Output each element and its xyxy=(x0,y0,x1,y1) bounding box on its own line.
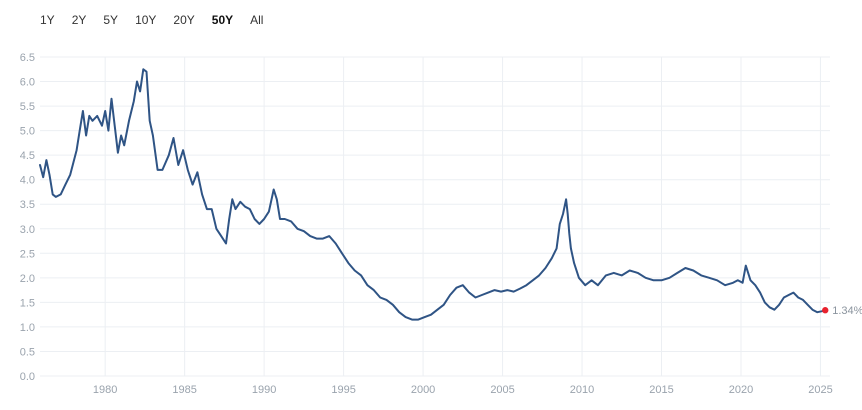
range-5y-tab[interactable]: 5Y xyxy=(103,13,119,27)
range-10y-tab[interactable]: 10Y xyxy=(135,13,157,27)
x-tick-label: 2010 xyxy=(570,384,594,396)
range-20y-tab[interactable]: 20Y xyxy=(173,13,195,27)
range-50y-tab[interactable]: 50Y xyxy=(211,13,234,27)
y-tick-label: 3.5 xyxy=(20,199,35,211)
y-tick-label: 2.0 xyxy=(20,273,35,285)
x-tick-label: 1990 xyxy=(252,384,276,396)
grid xyxy=(40,56,830,377)
y-tick-label: 0.5 xyxy=(20,346,35,358)
last-value-marker xyxy=(822,307,829,314)
range-all-tab[interactable]: All xyxy=(250,13,264,27)
y-tick-label: 0.0 xyxy=(20,371,35,383)
range-2y-tab[interactable]: 2Y xyxy=(71,13,87,27)
y-tick-label: 1.0 xyxy=(20,322,35,334)
last-value-label: 1.34% xyxy=(832,305,862,317)
range-1y-tab[interactable]: 1Y xyxy=(40,13,55,27)
x-tick-label: 2015 xyxy=(649,384,673,396)
x-tick-label: 1985 xyxy=(172,384,196,396)
y-tick-label: 2.5 xyxy=(20,248,35,260)
x-tick-label: 2020 xyxy=(729,384,753,396)
y-tick-label: 4.0 xyxy=(20,175,35,187)
x-tick-label: 1995 xyxy=(331,384,355,396)
y-tick-label: 6.5 xyxy=(20,52,35,64)
series-line-group xyxy=(39,68,827,321)
x-axis-ticks: 1980 1985 1990 1995 2000 2005 2010 2015 2020 2025 xyxy=(93,384,833,396)
x-tick-label: 2025 xyxy=(808,384,832,396)
y-axis-ticks: 0.0 0.5 1.0 1.5 2.0 2.5 3.0 3.5 4.0 4.5 5.0 5.5 6.0 6… xyxy=(20,52,35,383)
y-tick-label: 5.5 xyxy=(20,101,35,113)
last-value-marker-group: 1.34% xyxy=(822,305,862,317)
y-tick-label: 6.0 xyxy=(20,77,35,89)
x-tick-label: 2000 xyxy=(411,384,435,396)
x-tick-label: 2005 xyxy=(490,384,514,396)
y-tick-label: 5.0 xyxy=(20,126,35,138)
y-tick-label: 1.5 xyxy=(20,297,35,309)
range-selector: 1Y 2Y 5Y 10Y 20Y 50Y All xyxy=(40,12,280,28)
series-line xyxy=(39,68,827,321)
y-tick-label: 4.5 xyxy=(20,150,35,162)
x-tick-label: 1980 xyxy=(93,384,117,396)
y-tick-label: 3.0 xyxy=(20,224,35,236)
